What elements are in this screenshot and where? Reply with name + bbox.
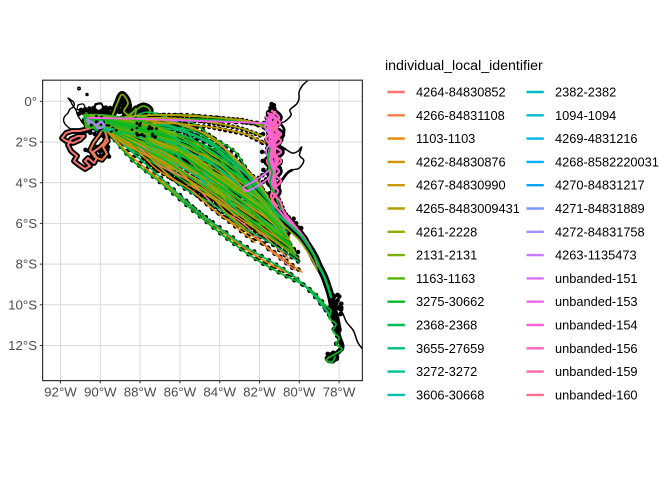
svg-text:4268-8582220031: 4268-8582220031 [555, 154, 659, 169]
svg-text:80°W: 80°W [283, 384, 316, 399]
svg-text:2°S: 2°S [16, 135, 38, 150]
svg-text:4°S: 4°S [16, 175, 38, 190]
svg-text:unbanded-153: unbanded-153 [555, 294, 638, 309]
svg-text:unbanded-156: unbanded-156 [555, 341, 638, 356]
svg-text:3275-30662: 3275-30662 [416, 294, 484, 309]
svg-text:82°W: 82°W [243, 384, 276, 399]
svg-text:2368-2368: 2368-2368 [416, 318, 477, 333]
svg-text:4267-84830990: 4267-84830990 [416, 178, 506, 193]
svg-text:92°W: 92°W [44, 384, 77, 399]
svg-text:4264-84830852: 4264-84830852 [416, 85, 506, 100]
svg-text:12°S: 12°S [8, 338, 37, 353]
svg-text:1163-1163: 1163-1163 [416, 271, 475, 286]
svg-text:88°W: 88°W [124, 384, 157, 399]
svg-text:unbanded-151: unbanded-151 [555, 271, 638, 286]
svg-text:3655-27659: 3655-27659 [416, 341, 484, 356]
svg-text:4265-8483009431: 4265-8483009431 [416, 201, 520, 216]
svg-text:4269-4831216: 4269-4831216 [555, 131, 638, 146]
svg-text:1103-1103: 1103-1103 [416, 131, 475, 146]
svg-text:3606-30668: 3606-30668 [416, 387, 484, 402]
svg-text:90°W: 90°W [84, 384, 117, 399]
svg-text:4266-84831108: 4266-84831108 [416, 108, 505, 123]
svg-text:78°W: 78°W [323, 384, 356, 399]
svg-text:4272-84831758: 4272-84831758 [555, 224, 645, 239]
svg-text:10°S: 10°S [8, 297, 37, 312]
svg-text:2382-2382: 2382-2382 [555, 85, 616, 100]
svg-text:8°S: 8°S [16, 257, 38, 272]
svg-text:4263-1135473: 4263-1135473 [555, 248, 637, 263]
svg-text:4262-84830876: 4262-84830876 [416, 154, 506, 169]
svg-text:unbanded-159: unbanded-159 [555, 364, 638, 379]
svg-text:1094-1094: 1094-1094 [555, 108, 616, 123]
svg-text:unbanded-160: unbanded-160 [555, 387, 638, 402]
svg-text:individual_local_identifier: individual_local_identifier [385, 58, 543, 74]
svg-text:0°: 0° [24, 94, 37, 109]
svg-text:unbanded-154: unbanded-154 [555, 318, 638, 333]
svg-text:84°W: 84°W [203, 384, 236, 399]
svg-text:86°W: 86°W [164, 384, 197, 399]
svg-text:2131-2131: 2131-2131 [416, 248, 477, 263]
svg-text:4261-2228: 4261-2228 [416, 224, 477, 239]
svg-text:4270-84831217: 4270-84831217 [555, 178, 645, 193]
svg-text:3272-3272: 3272-3272 [416, 364, 477, 379]
svg-text:4271-84831889: 4271-84831889 [555, 201, 645, 216]
svg-text:6°S: 6°S [16, 216, 38, 231]
